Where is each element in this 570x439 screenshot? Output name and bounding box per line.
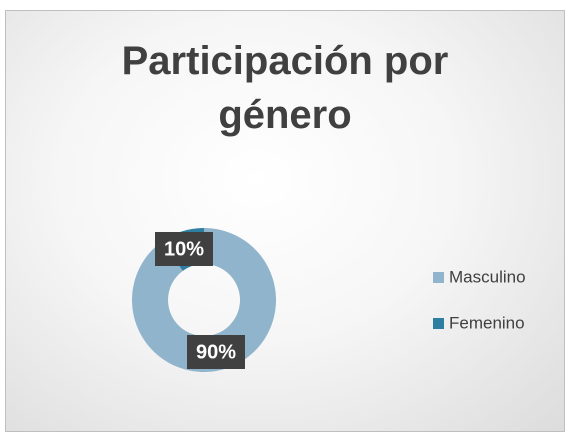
data-label: 90% bbox=[196, 341, 236, 363]
chart-title: Participación por género bbox=[121, 39, 449, 137]
data-label-box bbox=[187, 335, 245, 369]
data-label: 10% bbox=[164, 238, 204, 260]
legend-swatch bbox=[433, 318, 444, 329]
legend-label: Femenino bbox=[449, 313, 525, 332]
chart-area bbox=[5, 10, 565, 432]
legend-label: Masculino bbox=[449, 267, 526, 286]
data-label-box bbox=[155, 232, 213, 266]
legend-swatch bbox=[433, 272, 444, 283]
